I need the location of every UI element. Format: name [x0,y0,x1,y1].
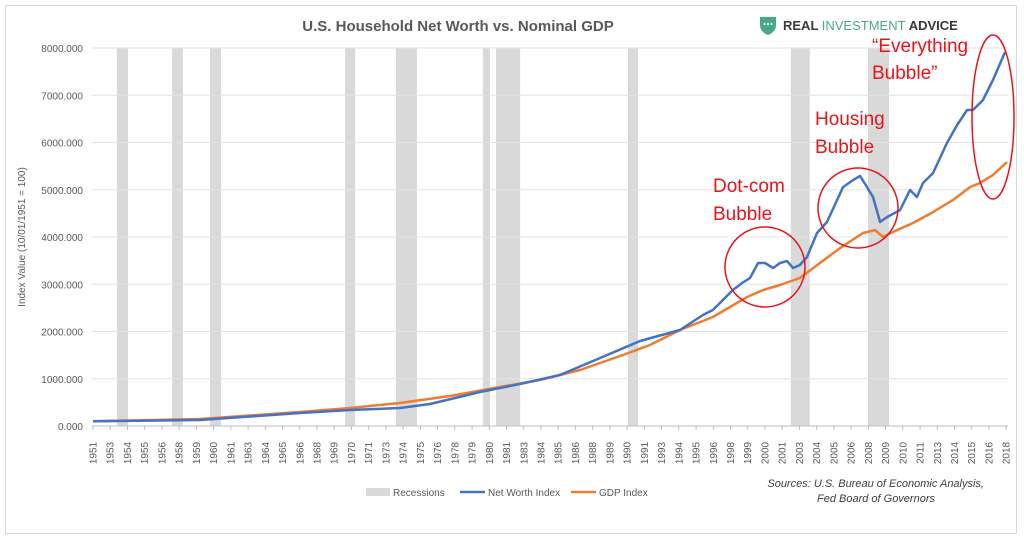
annotation-everything-1: “Everything [872,36,968,57]
x-tick-label: 2016 [984,441,995,464]
x-tick-label: 1958 [175,441,186,464]
annotation-dotcom-1: Dot-com [713,176,785,197]
annotation-housing-1: Housing [815,109,885,130]
y-axis-label: Index Value (10/01/1951 = 100) [17,167,28,307]
series-lines [92,51,1008,423]
y-tick-label: 0.000 [58,422,83,433]
legend-gdp: GDP Index [599,488,648,499]
net-worth-index-line [92,51,1007,423]
x-tick-label: 1983 [519,441,530,464]
x-tick-label: 1979 [468,441,479,464]
y-axis-ticks: 0.000 1000.000 2000.000 3000.000 4000.000 500… [41,44,83,433]
x-tick-label: 1988 [588,441,599,464]
x-tick-label: 1961 [226,441,237,464]
legend-recessions-swatch [366,488,390,496]
x-tick-label: 1984 [536,441,547,464]
x-tick-label: 1991 [640,441,651,464]
shield-chat-icon [760,17,776,35]
x-tick-label: 1999 [743,441,754,464]
x-tick-label: 1974 [399,441,410,464]
x-tick-label: 1985 [554,441,565,464]
dotcom-circle [724,226,806,308]
x-tick-label: 1973 [381,441,392,464]
x-tick-label: 1960 [209,441,220,464]
x-tick-label: 1954 [123,441,134,464]
x-tick-label: 1968 [312,441,323,464]
x-tick-label: 2005 [829,441,840,464]
svg-text:REAL INVESTMENT ADVICE: REAL INVESTMENT ADVICE [783,18,958,33]
x-tick-label: 1964 [261,441,272,464]
x-tick-label: 2013 [933,441,944,464]
everything-ellipse [971,34,1015,200]
x-tick-label: 1978 [450,441,461,464]
sources-line-1: Sources: U.S. Bureau of Economic Analysi… [767,478,984,490]
logo: REAL INVESTMENT ADVICE [760,17,958,35]
chart-frame [5,5,1017,534]
annotation-housing-2: Bubble [815,137,874,158]
x-tick-label: 1981 [502,441,513,464]
y-tick-label: 4000.000 [41,233,83,244]
x-tick-label: 1975 [416,441,427,464]
x-tick-label: 2015 [967,441,978,464]
x-tick-label: 1994 [674,441,685,464]
x-tick-label: 1970 [347,441,358,464]
y-tick-label: 5000.000 [41,186,83,197]
y-tick-label: 1000.000 [41,375,83,386]
x-tick-label: 2006 [847,441,858,464]
x-tick-label: 2001 [778,441,789,464]
x-tick-label: 1993 [657,441,668,464]
x-tick-label: 1980 [485,441,496,464]
x-tick-label: 1990 [623,441,634,464]
y-tick-label: 2000.000 [41,328,83,339]
x-tick-label: 1956 [157,441,168,464]
x-tick-label: 1989 [605,441,616,464]
legend: Recessions Net Worth Index GDP Index [366,488,648,499]
legend-networth: Net Worth Index [488,488,560,499]
annotations: Dot-com Bubble Housing Bubble “Everythin… [713,34,1015,308]
x-tick-label: 1996 [709,441,720,464]
x-axis-ticks: 1951 1953 1954 1955 1956 1958 1959 1960 1961 1963… [89,426,1013,464]
x-tick-label: 1969 [330,441,341,464]
x-tick-label: 1955 [140,441,151,464]
legend-recessions: Recessions [393,488,445,499]
x-tick-label: 1986 [571,441,582,464]
annotation-dotcom-2: Bubble [713,204,772,225]
x-tick-label: 2014 [950,441,961,464]
x-tick-label: 1976 [433,441,444,464]
gdp-index-line [92,161,1008,423]
y-tick-label: 7000.000 [41,91,83,102]
x-tick-label: 2009 [881,441,892,464]
x-tick-label: 2000 [760,441,771,464]
sources-line-2: Fed Board of Governors [817,493,936,505]
y-tick-label: 8000.000 [41,44,83,55]
x-tick-label: 1995 [692,441,703,464]
x-tick-label: 1951 [89,441,100,464]
x-tick-label: 1965 [278,441,289,464]
x-tick-label: 2003 [795,441,806,464]
x-tick-label: 2010 [898,441,909,464]
x-tick-label: 2004 [812,441,823,464]
x-tick-label: 2018 [1002,441,1013,464]
x-tick-label: 1966 [295,441,306,464]
y-tick-label: 6000.000 [41,139,83,150]
housing-circle [817,167,899,249]
annotation-everything-2: Bubble” [872,63,938,84]
x-tick-label: 1998 [726,441,737,464]
x-tick-label: 2011 [916,442,927,464]
x-tick-label: 1953 [106,441,117,464]
chart-title: U.S. Household Net Worth vs. Nominal GDP [302,18,613,35]
x-tick-label: 1959 [192,441,203,464]
y-tick-label: 3000.000 [41,280,83,291]
x-tick-label: 2008 [864,441,875,464]
x-tick-label: 1963 [244,441,255,464]
x-tick-label: 1971 [364,441,375,464]
